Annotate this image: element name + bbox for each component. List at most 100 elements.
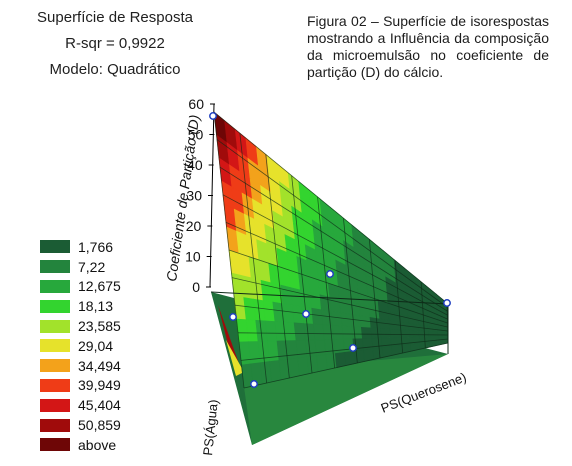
surface-mesh <box>210 111 449 389</box>
legend-item: 34,494 <box>40 356 121 376</box>
surface-cell <box>324 339 336 355</box>
surface-cell <box>340 312 353 327</box>
legend-item: 50,859 <box>40 415 121 435</box>
observed-point <box>229 313 237 321</box>
mesh-line <box>213 111 448 304</box>
mesh-line <box>219 166 448 312</box>
legend-swatch <box>40 398 70 412</box>
legend-item: 12,675 <box>40 277 121 297</box>
figure-caption: Figura 02 – Superfície de isorespostas m… <box>307 13 549 80</box>
legend-item: 29,04 <box>40 336 121 356</box>
surface-cell <box>362 338 374 351</box>
response-surface <box>213 111 449 389</box>
z-tick-label: 40 <box>187 157 203 173</box>
observed-point <box>302 310 310 318</box>
surface-cell <box>349 301 361 317</box>
y-axis-label: PS(Água) <box>200 399 221 457</box>
mesh-line <box>234 304 448 332</box>
observed-point <box>209 112 217 120</box>
legend-label: 29,04 <box>78 337 114 354</box>
legend-label: 12,675 <box>78 278 121 295</box>
mesh-line <box>228 249 448 324</box>
legend-item: 45,404 <box>40 395 121 415</box>
surface-cell <box>389 328 401 339</box>
legend-label: 7,22 <box>78 258 106 275</box>
legend-swatch <box>40 279 70 293</box>
z-axis: 60 50 40 30 20 10 0 <box>185 96 215 295</box>
legend-swatch <box>40 299 70 313</box>
surface-cell <box>339 299 351 315</box>
legend-swatch <box>40 438 70 452</box>
observed-point <box>443 299 451 307</box>
surface-cell <box>314 339 327 357</box>
observed-points <box>209 112 451 388</box>
surface-cell <box>381 337 392 349</box>
surface-cell <box>359 315 372 329</box>
legend-swatch <box>40 378 70 392</box>
z-tick-label: 60 <box>188 96 204 112</box>
mesh-line <box>231 277 448 328</box>
mesh-line <box>222 194 448 316</box>
mesh-line <box>240 338 448 361</box>
legend-swatch <box>40 240 70 254</box>
z-tick-label: 50 <box>188 127 204 143</box>
surface-cell <box>341 325 354 340</box>
z-tick-label: 20 <box>186 218 202 234</box>
surface-cell <box>437 332 449 337</box>
surface-cell <box>312 323 325 341</box>
mesh-line <box>216 139 448 308</box>
surface-cell <box>370 327 382 339</box>
legend-swatch <box>40 260 70 274</box>
observed-point <box>250 380 258 388</box>
legend-item: 1,766 <box>40 237 121 257</box>
mesh-line <box>243 342 449 389</box>
mesh-line <box>225 222 448 320</box>
surface-cell <box>322 324 335 341</box>
legend-swatch <box>40 339 70 353</box>
surface-cell <box>344 350 356 366</box>
legend-swatch <box>40 319 70 333</box>
observed-point <box>326 270 334 278</box>
surface-cell <box>380 328 392 339</box>
surface-cell <box>428 331 439 338</box>
surface-cell <box>306 355 319 375</box>
surface-cell <box>329 296 342 314</box>
surface-cell <box>333 338 346 354</box>
legend-item: 18,13 <box>40 296 121 316</box>
surface-cell <box>418 330 430 338</box>
legend-label: 45,404 <box>78 397 121 414</box>
legend-label: 39,949 <box>78 377 121 394</box>
surface-cell <box>332 325 344 340</box>
legend-label: 50,859 <box>78 417 121 434</box>
z-tick-label: 30 <box>186 188 202 204</box>
z-tick-label: 0 <box>192 279 200 295</box>
legend-label: 1,766 <box>78 238 114 255</box>
legend-item: 23,585 <box>40 316 121 336</box>
legend-item: 7,22 <box>40 257 121 277</box>
surface-cell <box>350 314 362 328</box>
legend-label: 23,585 <box>78 318 121 335</box>
legend-swatch <box>40 359 70 373</box>
legend-swatch <box>40 418 70 432</box>
base-side-red <box>218 305 242 372</box>
legend-label: 34,494 <box>78 357 121 374</box>
surface-cell <box>390 337 402 347</box>
surface-cell <box>408 330 420 338</box>
surface-cell <box>360 326 373 340</box>
observed-point <box>349 344 357 352</box>
z-tick-label: 10 <box>185 249 201 265</box>
surface-cell <box>351 326 363 340</box>
legend: 1,766 7,22 12,675 18,13 23,585 29,04 34,494 39,… <box>40 237 121 455</box>
mesh-line <box>237 332 448 336</box>
legend-label: 18,13 <box>78 298 114 315</box>
legend-item: above <box>40 435 121 455</box>
surface-cell <box>321 309 333 326</box>
chart-title: Superfície de Resposta <box>37 9 193 26</box>
r-squared-label: R-sqr = 0,9922 <box>65 35 165 52</box>
surface-cell <box>330 310 343 327</box>
base-side-yellow <box>226 340 244 376</box>
surface-cell <box>325 353 338 370</box>
model-label: Modelo: Quadrático <box>49 61 181 78</box>
surface-cell <box>371 337 383 350</box>
